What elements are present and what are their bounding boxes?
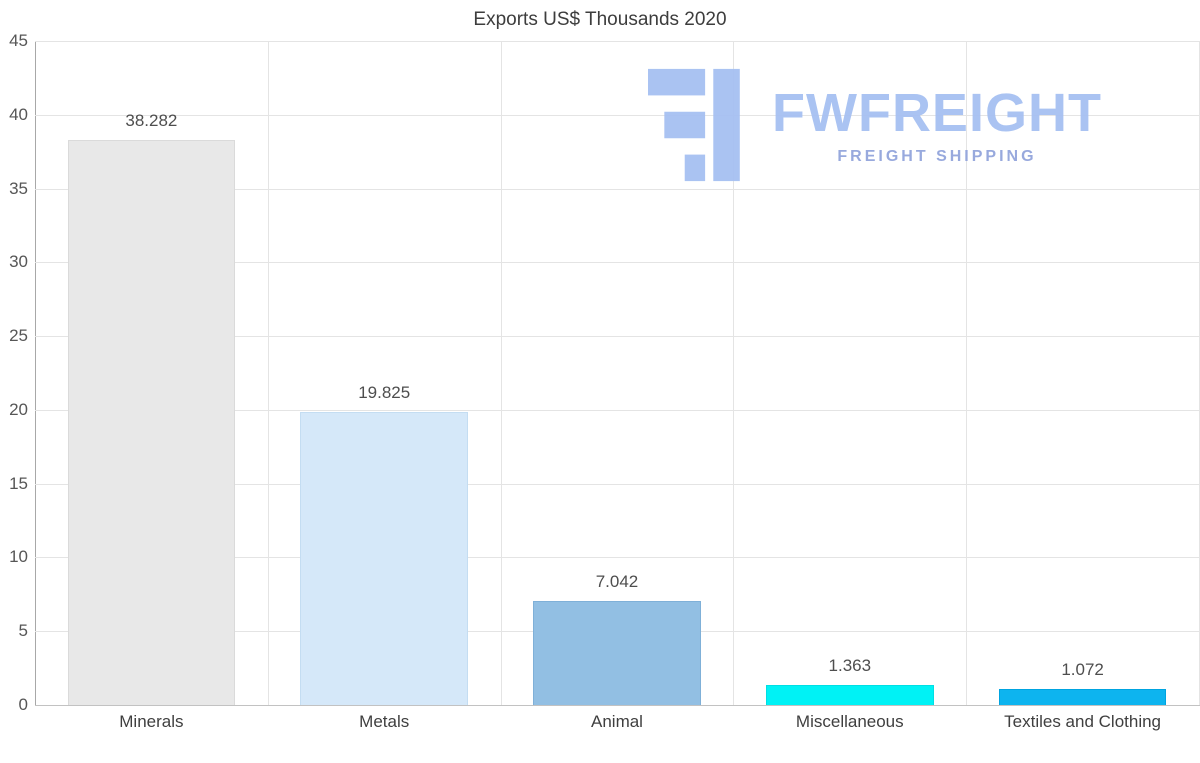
y-tick-label: 15 bbox=[9, 473, 28, 493]
bar-value-label: 38.282 bbox=[125, 111, 178, 131]
y-tick-label: 0 bbox=[18, 695, 28, 714]
h-gridline bbox=[35, 409, 1199, 411]
bar-slot-animal: 7.042 bbox=[501, 41, 734, 705]
h-gridline bbox=[35, 557, 1199, 559]
y-tick-label: 25 bbox=[9, 326, 28, 346]
bar-miscellaneous[interactable] bbox=[765, 684, 934, 705]
y-tick-label: 45 bbox=[9, 31, 28, 50]
plot-area: 38.282 19.825 7.042 1.363 1.072 bbox=[35, 41, 1200, 705]
x-tick-label-animal: Animal bbox=[591, 712, 643, 731]
v-gridline bbox=[267, 41, 269, 705]
h-gridline bbox=[35, 41, 1199, 42]
bar-slot-minerals: 38.282 bbox=[35, 41, 268, 705]
x-tick-label-miscellaneous: Miscellaneous bbox=[795, 712, 904, 731]
bar-minerals[interactable] bbox=[67, 140, 236, 705]
watermark-text: FWFREIGHT FREIGHT SHIPPING bbox=[772, 84, 1102, 166]
bar-value-label: 1.363 bbox=[828, 655, 872, 675]
h-gridline bbox=[35, 336, 1199, 338]
brand-name: FWFREIGHT bbox=[772, 83, 1102, 143]
y-tick-label: 35 bbox=[9, 178, 28, 198]
y-axis-line bbox=[35, 41, 36, 705]
bar-value-label: 1.072 bbox=[1061, 660, 1104, 680]
bar-value-label: 7.042 bbox=[595, 572, 639, 592]
h-gridline bbox=[35, 114, 1199, 116]
h-gridline bbox=[35, 483, 1199, 485]
y-tick-label: 40 bbox=[9, 104, 28, 124]
y-tick-label: 20 bbox=[9, 399, 28, 419]
bar-slot-metals: 19.825 bbox=[268, 41, 501, 705]
bar-textiles-and-clothing[interactable] bbox=[998, 689, 1167, 705]
h-gridline bbox=[35, 262, 1199, 264]
y-tick-label: 30 bbox=[9, 252, 28, 272]
chart-title: Exports US$ Thousands 2020 bbox=[473, 9, 727, 30]
bar-slot-miscellaneous: 1.363 bbox=[733, 41, 966, 705]
x-axis-line bbox=[35, 705, 1200, 706]
fwfreight-logo-icon bbox=[648, 68, 740, 182]
v-gridline bbox=[500, 41, 502, 705]
h-gridline bbox=[35, 188, 1199, 190]
y-tick-label: 10 bbox=[9, 547, 28, 567]
x-tick-label-textiles-and-clothing: Textiles and Clothing bbox=[1004, 712, 1162, 731]
bar-slot-textiles-and-clothing: 1.072 bbox=[966, 41, 1199, 705]
x-tick-label-metals: Metals bbox=[359, 712, 410, 731]
bar-animal[interactable] bbox=[533, 601, 701, 705]
bar-value-label: 19.825 bbox=[358, 383, 411, 403]
bar-metals[interactable] bbox=[300, 412, 468, 705]
brand-tagline: FREIGHT SHIPPING bbox=[837, 148, 1037, 165]
v-gridline bbox=[733, 41, 735, 705]
x-tick-label-minerals: Minerals bbox=[119, 712, 184, 731]
y-tick-label: 5 bbox=[18, 621, 28, 641]
fwfreight-watermark: FWFREIGHT FREIGHT SHIPPING bbox=[648, 68, 1102, 182]
v-gridline bbox=[966, 41, 968, 705]
